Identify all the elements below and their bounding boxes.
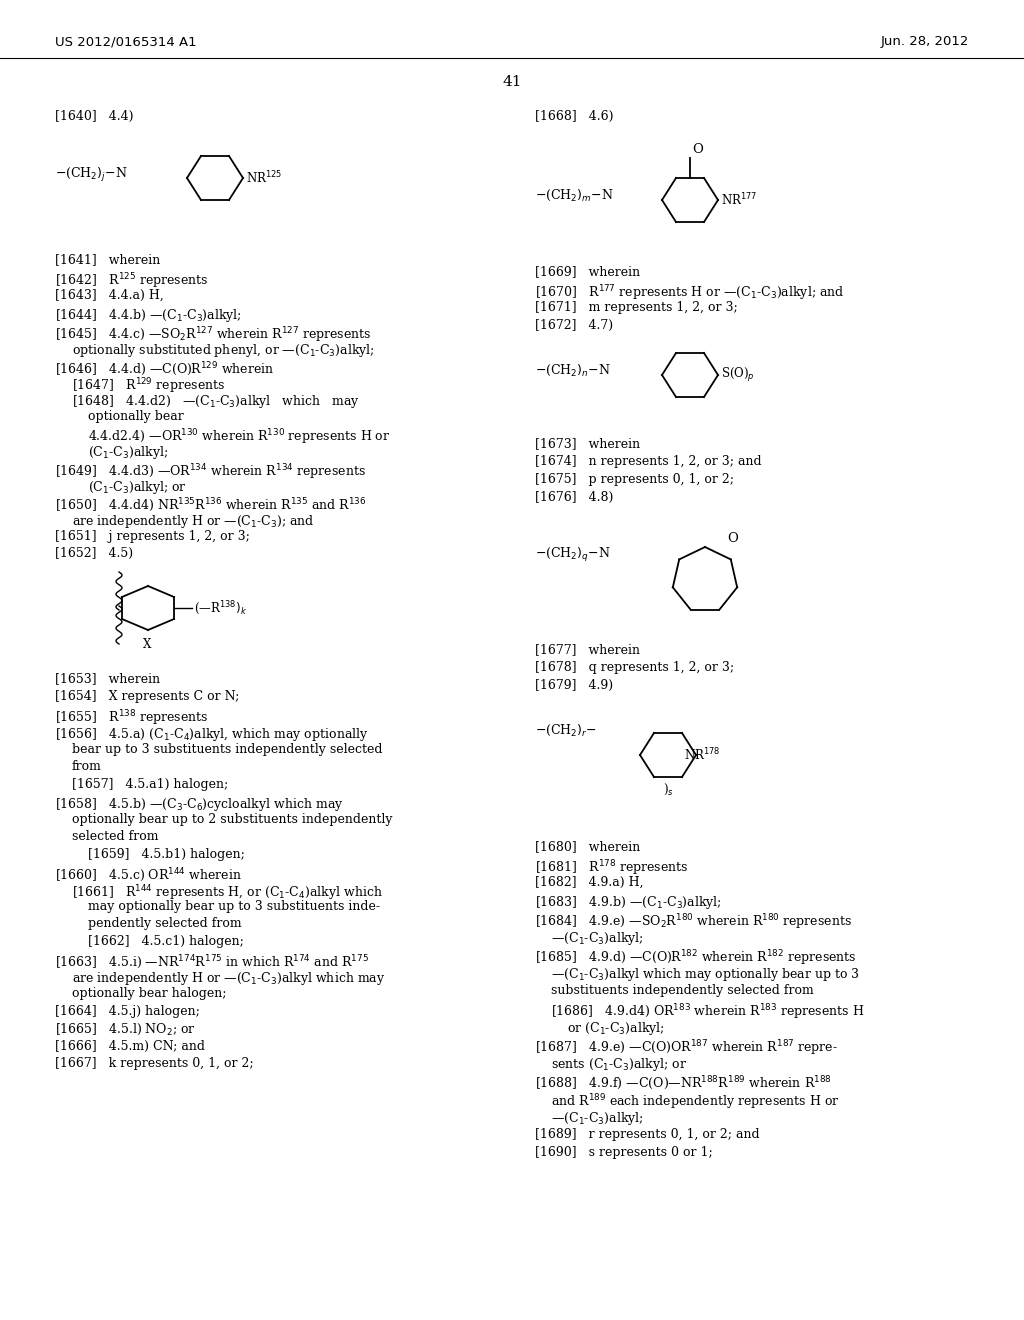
Text: )$_s$: )$_s$ — [663, 781, 674, 797]
Text: [1688]   4.9.f) —C(O)—NR$^{188}$R$^{189}$ wherein R$^{188}$: [1688] 4.9.f) —C(O)—NR$^{188}$R$^{189}$ … — [535, 1074, 831, 1092]
Text: optionally bear: optionally bear — [88, 411, 183, 422]
Text: and R$^{189}$ each independently represents H or: and R$^{189}$ each independently represe… — [551, 1092, 840, 1111]
Text: [1678]   q represents 1, 2, or 3;: [1678] q represents 1, 2, or 3; — [535, 661, 734, 675]
Text: [1679]   4.9): [1679] 4.9) — [535, 678, 613, 692]
Text: (—R$^{138})_k$: (—R$^{138})_k$ — [194, 599, 247, 616]
Text: O: O — [692, 143, 702, 156]
Text: [1655]   R$^{138}$ represents: [1655] R$^{138}$ represents — [55, 708, 209, 727]
Text: [1674]   n represents 1, 2, or 3; and: [1674] n represents 1, 2, or 3; and — [535, 455, 762, 469]
Text: —(C$_1$-C$_3$)alkyl;: —(C$_1$-C$_3$)alkyl; — [551, 1110, 644, 1127]
Text: pendently selected from: pendently selected from — [88, 917, 242, 931]
Text: [1667]   k represents 0, 1, or 2;: [1667] k represents 0, 1, or 2; — [55, 1057, 254, 1071]
Text: [1668]   4.6): [1668] 4.6) — [535, 110, 613, 123]
Text: are independently H or —(C$_1$-C$_3$); and: are independently H or —(C$_1$-C$_3$); a… — [72, 513, 314, 531]
Text: [1657]   4.5.a1) halogen;: [1657] 4.5.a1) halogen; — [72, 777, 228, 791]
Text: NR$^{177}$: NR$^{177}$ — [721, 191, 757, 209]
Text: bear up to 3 substituents independently selected: bear up to 3 substituents independently … — [72, 743, 383, 756]
Text: Jun. 28, 2012: Jun. 28, 2012 — [881, 36, 969, 49]
Text: or (C$_1$-C$_3$)alkyl;: or (C$_1$-C$_3$)alkyl; — [567, 1020, 665, 1038]
Text: $-$(CH$_2)_q$$-$N: $-$(CH$_2)_q$$-$N — [535, 546, 610, 564]
Text: [1652]   4.5): [1652] 4.5) — [55, 546, 133, 560]
Text: [1643]   4.4.a) H,: [1643] 4.4.a) H, — [55, 289, 164, 302]
Text: [1687]   4.9.e) —C(O)OR$^{187}$ wherein R$^{187}$ repre-: [1687] 4.9.e) —C(O)OR$^{187}$ wherein R$… — [535, 1038, 838, 1057]
Text: [1689]   r represents 0, 1, or 2; and: [1689] r represents 0, 1, or 2; and — [535, 1129, 760, 1140]
Text: 4.4.d2.4) —OR$^{130}$ wherein R$^{130}$ represents H or: 4.4.d2.4) —OR$^{130}$ wherein R$^{130}$ … — [88, 426, 390, 446]
Text: [1675]   p represents 0, 1, or 2;: [1675] p represents 0, 1, or 2; — [535, 473, 734, 486]
Text: [1664]   4.5.j) halogen;: [1664] 4.5.j) halogen; — [55, 1005, 200, 1018]
Text: [1662]   4.5.c1) halogen;: [1662] 4.5.c1) halogen; — [88, 935, 244, 948]
Text: optionally bear up to 2 substituents independently: optionally bear up to 2 substituents ind… — [72, 813, 392, 826]
Text: (C$_1$-C$_3$)alkyl;: (C$_1$-C$_3$)alkyl; — [88, 444, 168, 461]
Text: [1677]   wherein: [1677] wherein — [535, 643, 640, 656]
Text: [1661]   R$^{144}$ represents H, or (C$_1$-C$_4$)alkyl which: [1661] R$^{144}$ represents H, or (C$_1$… — [72, 883, 383, 903]
Text: —(C$_1$-C$_3$)alkyl;: —(C$_1$-C$_3$)alkyl; — [551, 931, 644, 946]
Text: from: from — [72, 760, 101, 774]
Text: [1646]   4.4.d) —C(O)R$^{129}$ wherein: [1646] 4.4.d) —C(O)R$^{129}$ wherein — [55, 360, 274, 378]
Text: US 2012/0165314 A1: US 2012/0165314 A1 — [55, 36, 197, 49]
Text: (C$_1$-C$_3$)alkyl; or: (C$_1$-C$_3$)alkyl; or — [88, 479, 187, 496]
Text: $-$(CH$_2)_n$$-$N: $-$(CH$_2)_n$$-$N — [535, 363, 610, 378]
Text: [1641]   wherein: [1641] wherein — [55, 253, 160, 267]
Text: [1683]   4.9.b) —(C$_1$-C$_3$)alkyl;: [1683] 4.9.b) —(C$_1$-C$_3$)alkyl; — [535, 894, 722, 911]
Text: sents (C$_1$-C$_3$)alkyl; or: sents (C$_1$-C$_3$)alkyl; or — [551, 1056, 687, 1073]
Text: —(C$_1$-C$_3$)alkyl which may optionally bear up to 3: —(C$_1$-C$_3$)alkyl which may optionally… — [551, 966, 860, 983]
Text: [1686]   4.9.d4) OR$^{183}$ wherein R$^{183}$ represents H: [1686] 4.9.d4) OR$^{183}$ wherein R$^{18… — [551, 1002, 864, 1022]
Text: [1656]   4.5.a) (C$_1$-C$_4$)alkyl, which may optionally: [1656] 4.5.a) (C$_1$-C$_4$)alkyl, which … — [55, 726, 369, 743]
Text: [1653]   wherein: [1653] wherein — [55, 672, 160, 685]
Text: optionally substituted phenyl, or —(C$_1$-C$_3$)alkyl;: optionally substituted phenyl, or —(C$_1… — [72, 342, 375, 359]
Text: [1640]   4.4): [1640] 4.4) — [55, 110, 133, 123]
Text: [1660]   4.5.c) OR$^{144}$ wherein: [1660] 4.5.c) OR$^{144}$ wherein — [55, 866, 242, 883]
Text: [1666]   4.5.m) CN; and: [1666] 4.5.m) CN; and — [55, 1040, 205, 1053]
Text: [1651]   j represents 1, 2, or 3;: [1651] j represents 1, 2, or 3; — [55, 531, 250, 543]
Text: [1672]   4.7): [1672] 4.7) — [535, 319, 613, 333]
Text: [1670]   R$^{177}$ represents H or —(C$_1$-C$_3$)alkyl; and: [1670] R$^{177}$ represents H or —(C$_1$… — [535, 282, 845, 302]
Text: [1682]   4.9.a) H,: [1682] 4.9.a) H, — [535, 876, 643, 888]
Text: [1669]   wherein: [1669] wherein — [535, 265, 640, 279]
Text: $-$(CH$_2)_j$$-$N: $-$(CH$_2)_j$$-$N — [55, 166, 128, 183]
Text: $-$(CH$_2)_m$$-$N: $-$(CH$_2)_m$$-$N — [535, 187, 613, 202]
Text: [1642]   R$^{125}$ represents: [1642] R$^{125}$ represents — [55, 271, 209, 290]
Text: selected from: selected from — [72, 830, 159, 843]
Text: O: O — [727, 532, 738, 545]
Text: substituents independently selected from: substituents independently selected from — [551, 983, 814, 997]
Text: [1649]   4.4.d3) —OR$^{134}$ wherein R$^{134}$ represents: [1649] 4.4.d3) —OR$^{134}$ wherein R$^{1… — [55, 462, 366, 482]
Text: [1647]   R$^{129}$ represents: [1647] R$^{129}$ represents — [72, 376, 225, 396]
Text: S(O)$_p$: S(O)$_p$ — [721, 366, 755, 384]
Text: NR$^{125}$: NR$^{125}$ — [246, 170, 283, 186]
Text: [1676]   4.8): [1676] 4.8) — [535, 491, 613, 504]
Text: [1665]   4.5.l) NO$_2$; or: [1665] 4.5.l) NO$_2$; or — [55, 1022, 196, 1038]
Text: [1658]   4.5.b) —(C$_3$-C$_6$)cycloalkyl which may: [1658] 4.5.b) —(C$_3$-C$_6$)cycloalkyl w… — [55, 796, 344, 813]
Text: $-$(CH$_2)_r$$-$: $-$(CH$_2)_r$$-$ — [535, 722, 597, 738]
Text: [1680]   wherein: [1680] wherein — [535, 840, 640, 853]
Text: [1690]   s represents 0 or 1;: [1690] s represents 0 or 1; — [535, 1146, 713, 1159]
Text: [1645]   4.4.c) —SO$_2$R$^{127}$ wherein R$^{127}$ represents: [1645] 4.4.c) —SO$_2$R$^{127}$ wherein R… — [55, 325, 372, 345]
Text: [1644]   4.4.b) —(C$_1$-C$_3$)alkyl;: [1644] 4.4.b) —(C$_1$-C$_3$)alkyl; — [55, 308, 242, 323]
Text: [1673]   wherein: [1673] wherein — [535, 437, 640, 450]
Text: [1650]   4.4.d4) NR$^{135}$R$^{136}$ wherein R$^{135}$ and R$^{136}$: [1650] 4.4.d4) NR$^{135}$R$^{136}$ where… — [55, 496, 367, 513]
Text: NR$^{178}$: NR$^{178}$ — [684, 747, 720, 763]
Text: [1684]   4.9.e) —SO$_2$R$^{180}$ wherein R$^{180}$ represents: [1684] 4.9.e) —SO$_2$R$^{180}$ wherein R… — [535, 912, 852, 932]
Text: [1663]   4.5.i) —NR$^{174}$R$^{175}$ in which R$^{174}$ and R$^{175}$: [1663] 4.5.i) —NR$^{174}$R$^{175}$ in wh… — [55, 953, 369, 970]
Text: are independently H or —(C$_1$-C$_3$)alkyl which may: are independently H or —(C$_1$-C$_3$)alk… — [72, 970, 385, 987]
Text: [1671]   m represents 1, 2, or 3;: [1671] m represents 1, 2, or 3; — [535, 301, 737, 314]
Text: may optionally bear up to 3 substituents inde-: may optionally bear up to 3 substituents… — [88, 900, 380, 913]
Text: [1659]   4.5.b1) halogen;: [1659] 4.5.b1) halogen; — [88, 847, 245, 861]
Text: [1681]   R$^{178}$ represents: [1681] R$^{178}$ represents — [535, 858, 688, 878]
Text: X: X — [143, 638, 152, 651]
Text: [1685]   4.9.d) —C(O)R$^{182}$ wherein R$^{182}$ represents: [1685] 4.9.d) —C(O)R$^{182}$ wherein R$^… — [535, 948, 857, 968]
Text: optionally bear halogen;: optionally bear halogen; — [72, 987, 226, 1001]
Text: 41: 41 — [502, 75, 522, 88]
Text: [1648]   4.4.d2)   —(C$_1$-C$_3$)alkyl   which   may: [1648] 4.4.d2) —(C$_1$-C$_3$)alkyl which… — [72, 393, 359, 411]
Text: [1654]   X represents C or N;: [1654] X represents C or N; — [55, 690, 240, 704]
